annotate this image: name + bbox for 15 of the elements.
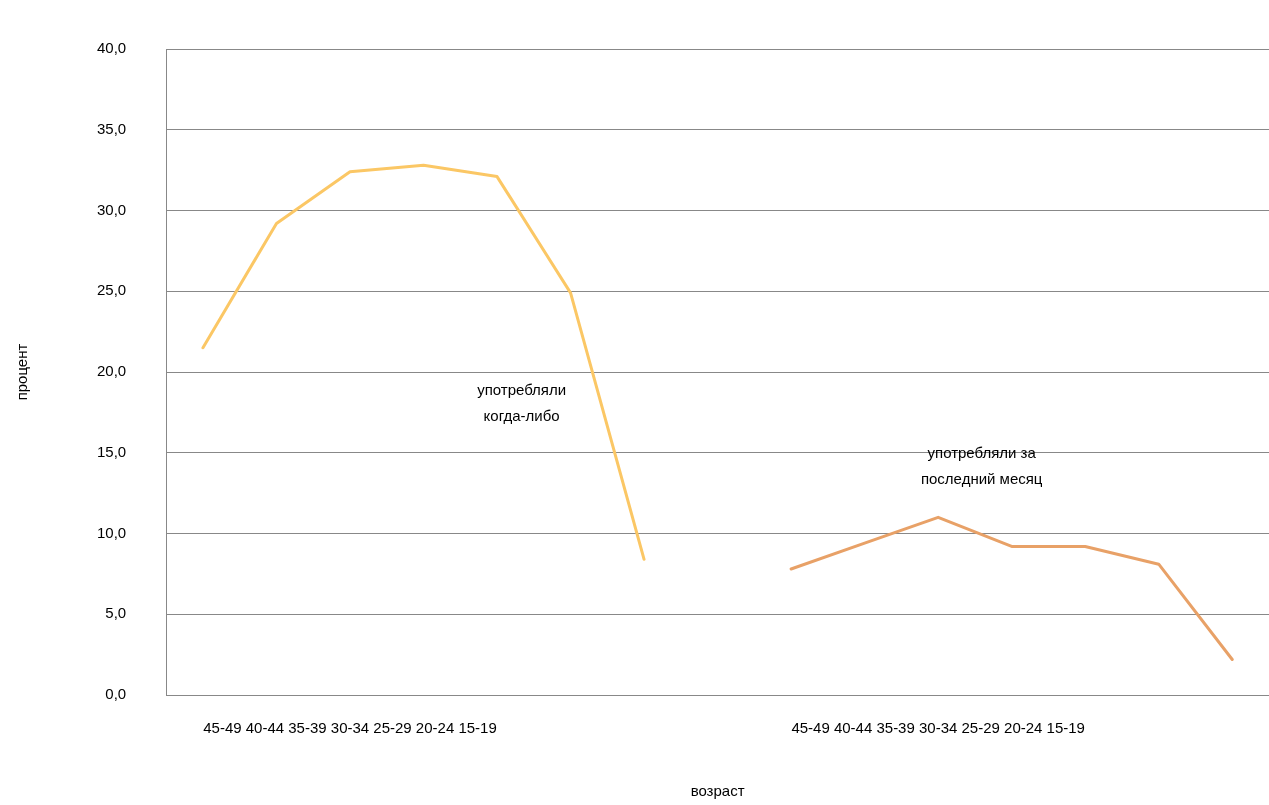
x-tick-label: 45-49 40-44 35-39 30-34 25-29 20-24 15-19 xyxy=(203,719,497,737)
y-tick-label: 20,0 xyxy=(96,362,127,380)
y-tick-label: 30,0 xyxy=(96,200,127,218)
y-tick-label: 5,0 xyxy=(105,604,127,622)
x-tick-label: 45-49 40-44 35-39 30-34 25-29 20-24 15-19 xyxy=(791,719,1085,737)
x-axis-title: возраст xyxy=(690,782,745,800)
y-tick-label: 15,0 xyxy=(96,442,127,460)
y-tick-label: 10,0 xyxy=(96,523,127,541)
y-tick-label: 35,0 xyxy=(96,119,127,137)
y-tick-label: 25,0 xyxy=(96,281,127,299)
text: употребляли за последний месяц xyxy=(920,444,1043,488)
series-label: употребляли когда-либо xyxy=(477,380,567,424)
y-tick-label: 40,0 xyxy=(96,39,127,57)
y-tick-label: 0,0 xyxy=(105,685,127,703)
y-axis-title: процент xyxy=(13,343,31,401)
